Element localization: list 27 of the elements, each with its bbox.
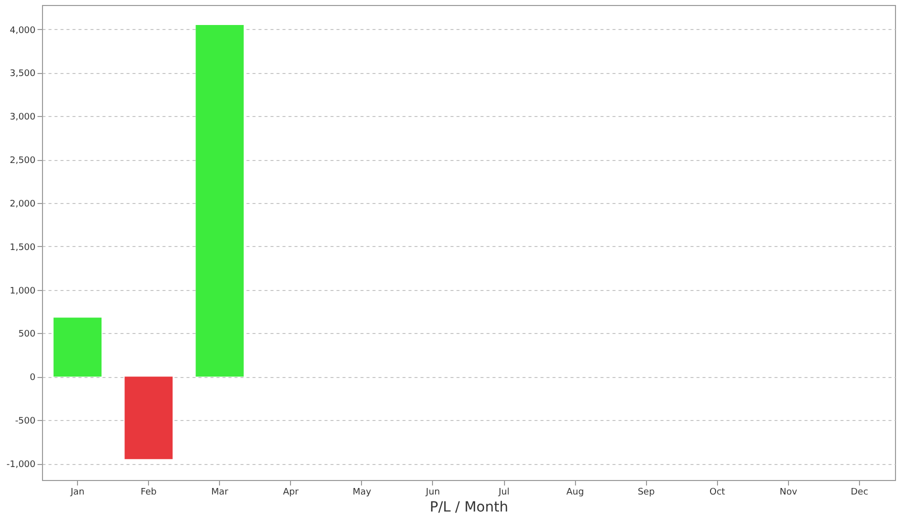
x-tick-label: Feb (140, 488, 157, 498)
y-tick-label: -1,000 (6, 460, 36, 470)
y-tick-label: 0 (30, 373, 36, 384)
y-tick-label: 1,500 (10, 242, 36, 253)
x-tick-label: Jan (70, 488, 84, 498)
x-tick-label: Jun (424, 488, 440, 498)
x-tick-label: Aug (566, 488, 584, 498)
x-tick-label: Sep (638, 488, 655, 498)
y-tick-label: 500 (18, 330, 36, 340)
bar (124, 376, 173, 460)
x-tick-label: Nov (780, 488, 798, 498)
y-tick-label: 1,000 (10, 286, 36, 296)
x-tick-label: Mar (211, 488, 228, 498)
y-tick-label: 2,500 (10, 156, 36, 166)
y-tick-label: 3,000 (10, 112, 36, 123)
y-tick-label: 3,500 (10, 69, 36, 80)
x-tick-label: Oct (710, 488, 726, 498)
x-tick-label: Apr (283, 488, 299, 498)
bar (196, 24, 244, 377)
y-tick-label: -500 (15, 416, 36, 427)
bar (54, 318, 102, 377)
x-axis-title: P/L / Month (430, 500, 508, 516)
x-tick-label: May (352, 488, 372, 498)
y-tick-label: 4,000 (10, 26, 36, 36)
x-tick-label: Jul (498, 488, 510, 498)
y-tick-label: 2,000 (10, 199, 36, 210)
x-tick-label: Dec (850, 488, 868, 498)
